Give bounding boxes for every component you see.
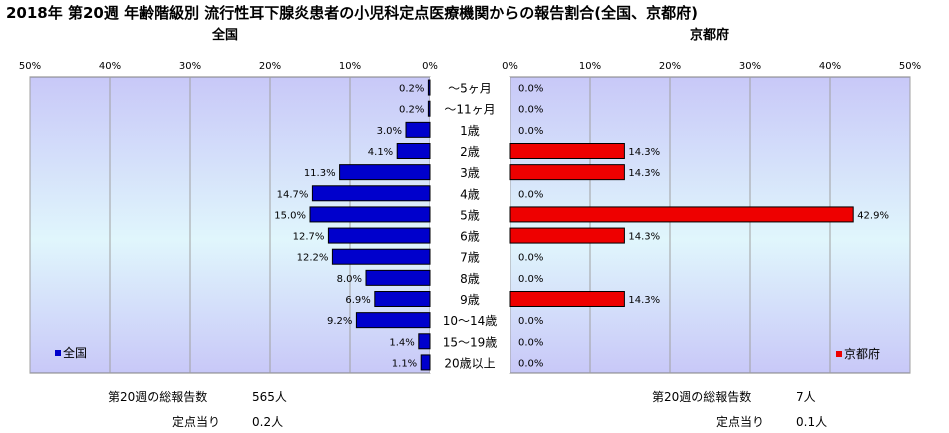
left-bar (309, 206, 431, 223)
category-label: 4歳 (460, 187, 480, 201)
category-label: ～5ヶ月 (448, 82, 492, 96)
left-bar (365, 269, 431, 286)
right-tick-label: 10% (579, 61, 601, 72)
left-bar (427, 100, 431, 117)
left-bar (427, 79, 431, 96)
left-data-label: 12.2% (297, 253, 329, 264)
left-bar (420, 354, 431, 371)
right-data-label: 0.0% (518, 84, 543, 95)
left-per-value: 0.2人 (252, 415, 284, 429)
category-column (430, 77, 510, 373)
right-tick-label: 30% (739, 61, 761, 72)
right-plot-area (509, 76, 911, 374)
category-label: 8歳 (460, 272, 480, 286)
left-data-label: 1.4% (389, 337, 414, 348)
right-bar (509, 227, 625, 244)
category-label: 1歳 (460, 124, 480, 138)
left-data-label: 15.0% (274, 210, 306, 221)
right-per-value: 0.1人 (796, 415, 828, 429)
left-total-label: 第20週の総報告数 (108, 390, 208, 404)
right-tick-label: 40% (819, 61, 841, 72)
legend-swatch-left (55, 349, 61, 356)
category-label: 6歳 (460, 230, 480, 244)
left-data-label: 0.2% (399, 105, 424, 116)
left-per-label: 定点当り (172, 415, 221, 429)
left-tick-label: 40% (99, 61, 121, 72)
left-data-label: 9.2% (327, 316, 352, 327)
chart-title: 2018年 第20週 年齢階級別 流行性耳下腺炎患者の小児科定点医療機関からの報… (6, 4, 699, 22)
category-label: 3歳 (460, 166, 480, 180)
left-data-label: 1.1% (392, 358, 417, 369)
right-panel-title: 京都府 (690, 28, 730, 43)
left-tick-label: 30% (179, 61, 201, 72)
left-data-label: 12.7% (293, 232, 325, 243)
right-data-label: 14.3% (628, 232, 660, 243)
right-data-label: 0.0% (518, 337, 543, 348)
left-data-label: 6.9% (345, 295, 370, 306)
left-bar (418, 333, 431, 350)
category-label: 10～14歳 (443, 314, 498, 328)
category-label: 7歳 (460, 251, 480, 265)
right-data-label: 0.0% (518, 358, 543, 369)
category-label: 9歳 (460, 293, 480, 307)
category-label: 5歳 (460, 208, 480, 222)
left-bar (311, 185, 431, 202)
legend-label-right: 京都府 (844, 347, 881, 361)
category-label: 15～19歳 (443, 335, 498, 349)
right-data-label: 0.0% (518, 274, 543, 285)
left-data-label: 4.1% (368, 147, 393, 158)
left-data-label: 14.7% (277, 189, 309, 200)
right-data-label: 0.0% (518, 253, 543, 264)
left-data-label: 0.2% (399, 84, 424, 95)
left-tick-label: 10% (339, 61, 361, 72)
right-data-label: 14.3% (628, 168, 660, 179)
right-total-value: 7人 (796, 390, 816, 404)
left-tick-label: 50% (19, 61, 41, 72)
left-bar (374, 291, 431, 307)
right-per-label: 定点当り (716, 415, 765, 429)
right-data-label: 0.0% (518, 105, 543, 116)
right-data-label: 0.0% (518, 189, 543, 200)
left-data-label: 8.0% (337, 274, 362, 285)
legend-swatch-right (836, 350, 842, 357)
right-bar (509, 291, 625, 307)
right-bar (509, 206, 854, 223)
left-data-label: 11.3% (304, 168, 336, 179)
age-group-chart: 50% 0% 40% 10% 30% 20% 20% 30% 10% 40% 0% 50% ～5ヶ月 0… (19, 61, 921, 374)
left-bar (327, 227, 431, 244)
category-label: 2歳 (460, 145, 480, 159)
left-panel-title: 全国 (212, 28, 239, 43)
right-data-label: 14.3% (628, 295, 660, 306)
right-bar (509, 143, 625, 159)
left-tick-label: 20% (259, 61, 281, 72)
left-tick-label: 0% (422, 61, 438, 72)
left-bar (355, 312, 431, 329)
left-bar (331, 248, 431, 265)
right-data-label: 14.3% (628, 147, 660, 158)
legend-label-left: 全国 (63, 346, 88, 360)
category-label: 20歳以上 (444, 356, 495, 370)
left-bar (339, 164, 431, 181)
right-data-label: 0.0% (518, 126, 543, 137)
left-plot-area (29, 76, 431, 374)
right-bar (509, 164, 625, 181)
right-tick-label: 50% (899, 61, 921, 72)
left-bar (396, 143, 431, 159)
left-bar (405, 121, 431, 138)
category-label: ～11ヶ月 (444, 103, 495, 117)
left-total-value: 565人 (252, 390, 287, 404)
right-total-label: 第20週の総報告数 (652, 390, 752, 404)
right-tick-label: 20% (659, 61, 681, 72)
legend-right: 京都府 (836, 345, 880, 362)
right-data-label: 42.9% (857, 210, 889, 221)
legend-left: 全国 (55, 344, 87, 361)
right-data-label: 0.0% (518, 316, 543, 327)
right-tick-label: 0% (502, 61, 518, 72)
left-data-label: 3.0% (377, 126, 402, 137)
